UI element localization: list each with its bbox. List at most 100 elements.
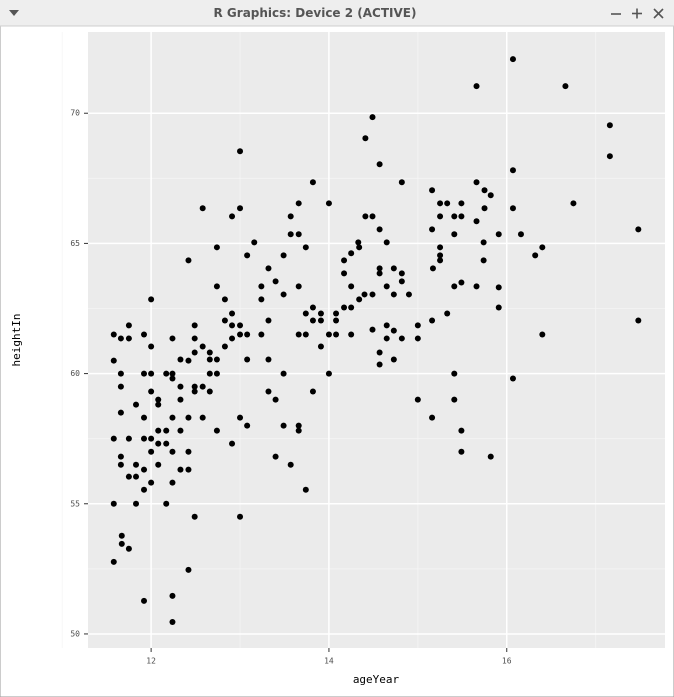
point: [110, 500, 117, 507]
point: [185, 566, 192, 573]
point: [169, 335, 176, 342]
point: [341, 270, 348, 277]
point: [473, 283, 480, 290]
point: [390, 327, 397, 334]
point: [110, 435, 117, 442]
point: [237, 205, 244, 212]
point: [155, 461, 162, 468]
point: [287, 213, 294, 220]
point: [169, 479, 176, 486]
point: [251, 239, 258, 246]
point: [295, 200, 302, 207]
point: [185, 466, 192, 473]
point: [177, 466, 184, 473]
close-button[interactable]: [653, 8, 664, 19]
point: [317, 343, 324, 350]
x-tick-label: 12: [146, 657, 156, 666]
point: [141, 414, 148, 421]
point: [302, 310, 309, 317]
point: [213, 244, 220, 251]
point: [302, 486, 309, 493]
point: [117, 409, 124, 416]
point: [532, 252, 539, 259]
point: [302, 244, 309, 251]
point: [191, 388, 198, 395]
maximize-button[interactable]: [632, 8, 642, 19]
point: [258, 296, 265, 303]
point: [509, 375, 516, 382]
point: [480, 257, 487, 264]
point: [487, 192, 494, 199]
point: [117, 370, 124, 377]
point: [451, 396, 458, 403]
point: [369, 291, 376, 298]
point: [265, 265, 272, 272]
point: [451, 283, 458, 290]
point: [199, 383, 206, 390]
point: [191, 322, 198, 329]
point: [376, 226, 383, 233]
point: [199, 205, 206, 212]
point: [414, 322, 421, 329]
point: [213, 427, 220, 434]
point: [163, 427, 170, 434]
point: [141, 486, 148, 493]
point: [429, 414, 436, 421]
point: [383, 239, 390, 246]
point: [244, 331, 251, 338]
point: [237, 148, 244, 155]
point: [390, 291, 397, 298]
point: [177, 427, 184, 434]
point: [206, 356, 213, 363]
point: [341, 304, 348, 311]
point: [185, 414, 192, 421]
point: [509, 56, 516, 63]
point: [376, 349, 383, 356]
point: [376, 161, 383, 168]
point: [539, 331, 546, 338]
point: [213, 370, 220, 377]
point: [280, 370, 287, 377]
point: [229, 322, 236, 329]
point: [169, 592, 176, 599]
x-axis-title: ageYear: [353, 673, 400, 686]
window-menu-button[interactable]: [9, 10, 19, 16]
point: [155, 396, 162, 403]
point: [125, 335, 132, 342]
point: [362, 135, 369, 142]
point: [177, 383, 184, 390]
point: [237, 513, 244, 520]
point: [635, 226, 642, 233]
point: [169, 375, 176, 382]
point: [229, 213, 236, 220]
point: [177, 396, 184, 403]
point: [606, 153, 613, 160]
point: [155, 427, 162, 434]
point: [169, 414, 176, 421]
point: [191, 513, 198, 520]
point: [348, 250, 355, 257]
point: [148, 370, 155, 377]
point: [383, 322, 390, 329]
point: [458, 213, 465, 220]
point: [325, 331, 332, 338]
point: [199, 343, 206, 350]
point: [309, 317, 316, 324]
point: [221, 296, 228, 303]
point: [125, 473, 132, 480]
point: [444, 310, 451, 317]
point: [110, 558, 117, 565]
point: [265, 317, 272, 324]
point: [302, 331, 309, 338]
point: [437, 200, 444, 207]
point: [369, 213, 376, 220]
point: [473, 179, 480, 186]
point: [458, 200, 465, 207]
point: [125, 322, 132, 329]
point: [110, 357, 117, 364]
point: [265, 388, 272, 395]
point: [480, 239, 487, 246]
point: [229, 440, 236, 447]
point: [213, 283, 220, 290]
